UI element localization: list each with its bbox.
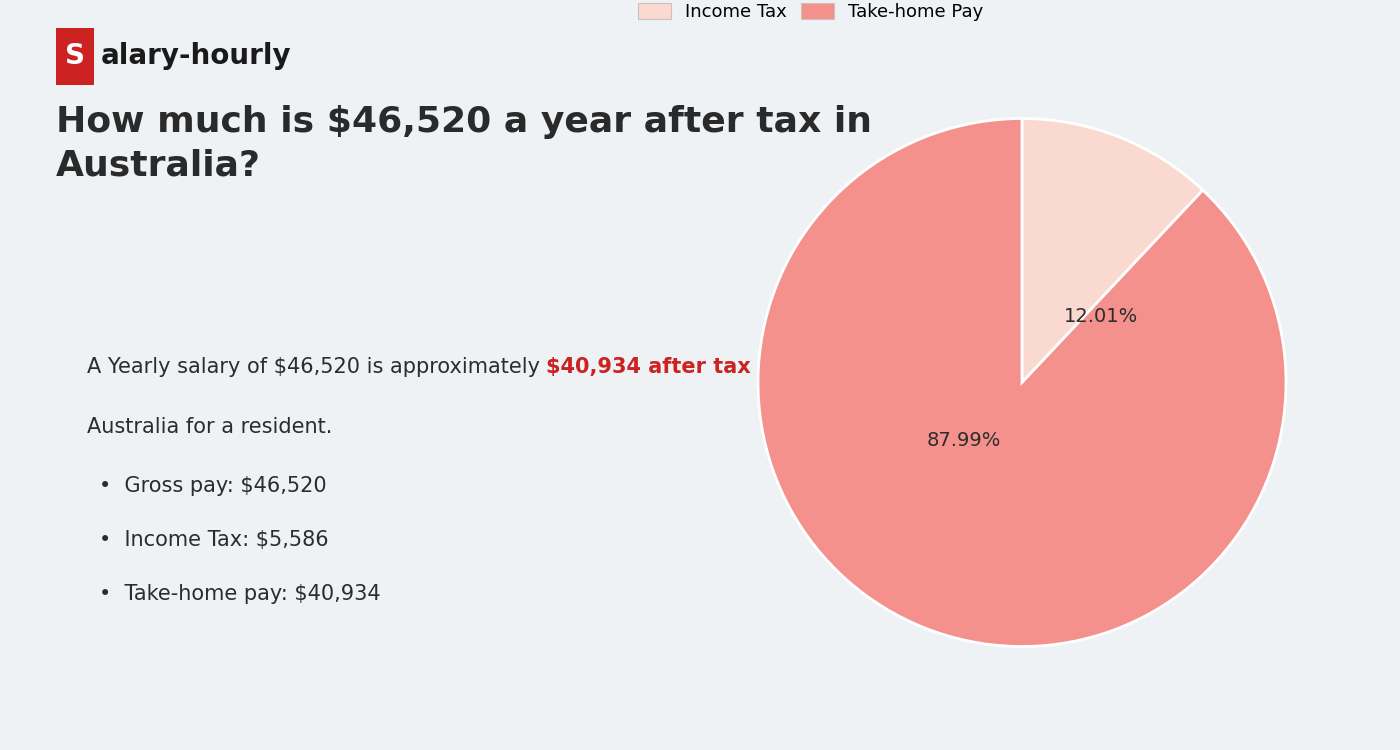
FancyBboxPatch shape bbox=[56, 28, 94, 85]
Legend: Income Tax, Take-home Pay: Income Tax, Take-home Pay bbox=[631, 0, 991, 28]
Text: How much is $46,520 a year after tax in
Australia?: How much is $46,520 a year after tax in … bbox=[56, 105, 872, 182]
Text: A Yearly salary of $46,520 is approximately: A Yearly salary of $46,520 is approximat… bbox=[87, 357, 546, 376]
Text: 87.99%: 87.99% bbox=[927, 431, 1001, 450]
Text: $40,934 after tax: $40,934 after tax bbox=[546, 357, 752, 376]
Text: •  Income Tax: $5,586: • Income Tax: $5,586 bbox=[99, 530, 329, 550]
Text: in: in bbox=[752, 357, 777, 376]
Text: •  Gross pay: $46,520: • Gross pay: $46,520 bbox=[99, 476, 326, 496]
Wedge shape bbox=[1022, 118, 1203, 382]
Text: Australia for a resident.: Australia for a resident. bbox=[87, 416, 332, 436]
Text: alary-hourly: alary-hourly bbox=[101, 42, 291, 70]
Text: S: S bbox=[66, 42, 85, 70]
Wedge shape bbox=[757, 118, 1287, 646]
Text: 12.01%: 12.01% bbox=[1064, 307, 1138, 326]
Text: •  Take-home pay: $40,934: • Take-home pay: $40,934 bbox=[99, 584, 381, 604]
